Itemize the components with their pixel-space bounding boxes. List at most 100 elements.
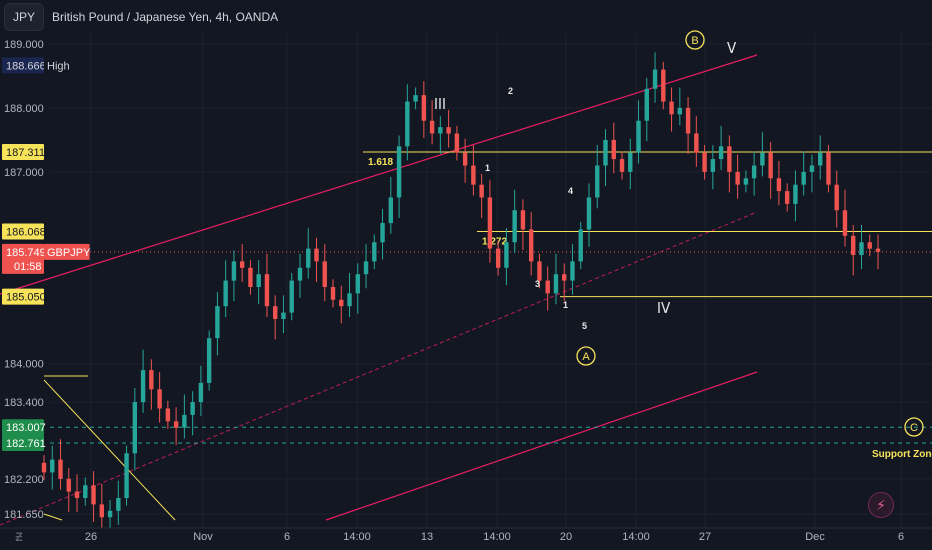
- wave-label-5: 5: [582, 321, 587, 331]
- candle-body: [206, 338, 212, 383]
- candle-body: [380, 223, 385, 243]
- candle-body: [91, 485, 96, 505]
- candle-body: [454, 133, 460, 153]
- channel-upper-line: [0, 54, 758, 295]
- candle-body: [215, 306, 220, 339]
- candle-body: [462, 152, 468, 166]
- candle-body: [190, 402, 195, 415]
- bolt-icon[interactable]: ⚡: [868, 492, 894, 518]
- candle-body: [165, 408, 171, 422]
- candle-body: [842, 210, 848, 236]
- x-tick-label: 13: [421, 531, 433, 543]
- candle-body: [273, 306, 278, 319]
- candle-body: [124, 453, 129, 499]
- price-tag-fib: [2, 223, 44, 240]
- x-tick-label: 27: [699, 531, 711, 543]
- price-tag-value: 185.749: [6, 247, 46, 259]
- x-tick-label: 20: [560, 531, 572, 543]
- candle-body: [256, 274, 261, 287]
- wave-label-b: B: [691, 35, 698, 47]
- wave-label-3: 3: [535, 279, 540, 289]
- price-tag-value: 188.666: [6, 60, 46, 72]
- candle-body: [421, 95, 427, 121]
- candle-body: [157, 389, 162, 409]
- candle-body: [438, 127, 443, 134]
- candle-body: [405, 101, 410, 147]
- candle-body: [512, 210, 517, 243]
- candle-body: [479, 184, 484, 198]
- candle-body: [603, 139, 608, 166]
- candle-body: [396, 146, 402, 198]
- price-tag-value: 182.761: [6, 438, 46, 450]
- candle-body: [132, 402, 138, 454]
- candle-body: [834, 184, 839, 211]
- price-tag-value: 183.007: [6, 422, 46, 434]
- candle-body: [578, 229, 583, 262]
- x-tick-label: Nov: [193, 531, 213, 543]
- price-tag-label: High: [47, 60, 70, 72]
- candle-body: [537, 261, 542, 281]
- candle-body: [281, 312, 286, 319]
- candle-body: [339, 299, 344, 307]
- candle-body: [694, 133, 699, 153]
- price-tag-last: [2, 243, 44, 274]
- candle-body: [355, 274, 360, 294]
- candle-body: [504, 242, 509, 268]
- candle-body: [677, 107, 683, 115]
- candle-body: [826, 152, 831, 185]
- horizontal-levels: 1.618 1.272: [43, 151, 932, 521]
- wave-label-1: 1: [485, 163, 490, 173]
- channel-mid-line: [0, 211, 758, 526]
- candle-body: [231, 261, 237, 281]
- candle-body: [471, 165, 476, 185]
- candle-body: [520, 210, 526, 230]
- candle-body: [636, 120, 641, 153]
- candle-body: [66, 478, 71, 492]
- candle-body: [347, 293, 352, 307]
- candle-body: [173, 421, 179, 428]
- y-tick-label: 184.000: [4, 359, 44, 371]
- wave-label-c: C: [910, 422, 918, 434]
- candle-body: [793, 184, 798, 204]
- currency-button[interactable]: JPY: [4, 3, 44, 31]
- candle-body: [669, 101, 674, 115]
- y-tick-label: 182.200: [4, 474, 44, 486]
- wave-label-v: V: [727, 39, 737, 57]
- wave-label-4: 4: [568, 186, 573, 196]
- fib-level-label: 1.272: [482, 236, 507, 247]
- wave-label-2: 2: [508, 86, 513, 96]
- price-tag-countdown: 01:58: [14, 261, 42, 273]
- wave-label-iv: IV: [657, 299, 671, 317]
- candle-body: [867, 242, 872, 249]
- y-tick-label: 189.000: [4, 39, 44, 51]
- candle-body: [223, 280, 228, 307]
- candle-body: [429, 120, 435, 134]
- candle-body: [661, 69, 666, 102]
- candle-body: [289, 280, 294, 313]
- candle-body: [50, 459, 55, 473]
- y-tick-label: 188.000: [4, 103, 44, 115]
- candle-body: [595, 165, 600, 198]
- wave-label-c-circle: [904, 417, 924, 437]
- wave-label-1b: 1: [563, 300, 568, 310]
- candle-body: [74, 491, 80, 499]
- candle-body: [685, 107, 691, 134]
- candle-body: [487, 197, 493, 249]
- candle-body: [58, 459, 63, 479]
- candle-body: [553, 274, 559, 294]
- wave-label-a-circle: [576, 346, 596, 366]
- candle-body: [875, 248, 881, 252]
- wave-labels: III 1 2 1 3 4 5 IV A B V C Support Zone: [434, 30, 932, 460]
- candle-body: [718, 146, 724, 160]
- candle-body: [652, 69, 658, 89]
- candle-body: [322, 261, 327, 287]
- candle-body: [140, 370, 146, 403]
- candle-body: [751, 165, 757, 179]
- x-tick-label: 14:00: [622, 531, 650, 543]
- price-tag-value: 187.311: [6, 147, 45, 159]
- candle-body: [611, 139, 616, 160]
- candle-body: [710, 159, 716, 172]
- candle-body: [851, 235, 856, 256]
- wave-label-a: A: [582, 351, 590, 363]
